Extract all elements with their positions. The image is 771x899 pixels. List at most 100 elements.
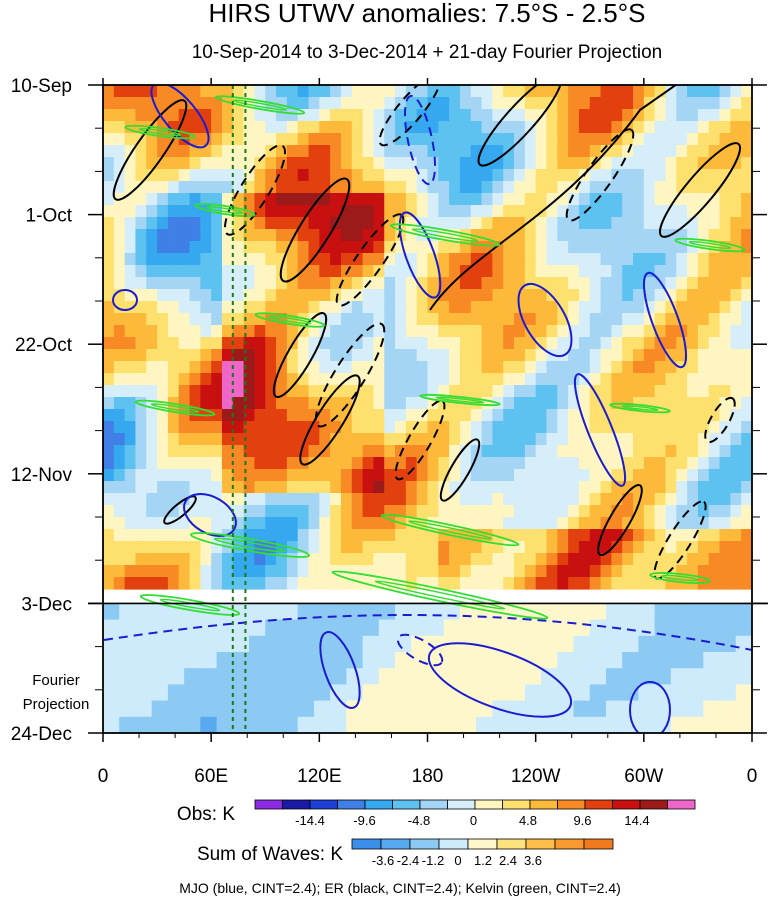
heatmap-cell bbox=[178, 277, 191, 290]
heatmap-cell bbox=[578, 289, 591, 302]
heatmap-cell bbox=[135, 445, 147, 458]
heatmap-cell bbox=[103, 505, 115, 518]
er-contour bbox=[597, 484, 643, 556]
heatmap-cell bbox=[449, 457, 461, 470]
heatmap-cell bbox=[113, 373, 126, 386]
heatmap-cell bbox=[427, 361, 439, 374]
heatmap-cell bbox=[654, 409, 667, 422]
heatmap-cell bbox=[189, 541, 201, 554]
heatmap-cell bbox=[676, 505, 688, 518]
heatmap-cell bbox=[611, 193, 623, 206]
heatmap-cell bbox=[330, 265, 342, 278]
projection-cell bbox=[605, 700, 623, 718]
heatmap-cell bbox=[362, 217, 375, 230]
heatmap-cell bbox=[124, 517, 137, 530]
heatmap-cell bbox=[243, 301, 256, 314]
heatmap-cell bbox=[589, 301, 602, 314]
heatmap-cell bbox=[135, 421, 147, 434]
projection-cell bbox=[541, 684, 558, 702]
heatmap-cell bbox=[633, 97, 645, 110]
heatmap-cell bbox=[492, 109, 504, 122]
heatmap-cell bbox=[113, 577, 126, 590]
projection-cell bbox=[573, 684, 591, 702]
heatmap-cell bbox=[481, 193, 493, 206]
heatmap-cell bbox=[568, 253, 580, 266]
heatmap-cell bbox=[146, 397, 158, 410]
heatmap-cell bbox=[189, 517, 201, 530]
heatmap-cell bbox=[276, 121, 288, 134]
heatmap-cell bbox=[719, 193, 731, 206]
heatmap-cell bbox=[719, 553, 731, 566]
projection-cell bbox=[427, 668, 445, 685]
heatmap-cell bbox=[351, 121, 364, 134]
heatmap-cell bbox=[427, 385, 439, 398]
heatmap-cell bbox=[384, 445, 396, 458]
heatmap-cell bbox=[589, 229, 602, 242]
heatmap-cell bbox=[297, 241, 310, 254]
heatmap-cell bbox=[103, 409, 115, 422]
projection-cell bbox=[443, 716, 461, 733]
heatmap-cell bbox=[384, 349, 396, 362]
projection-cell bbox=[135, 635, 153, 653]
heatmap-cell bbox=[146, 541, 158, 554]
colorbar-swatch bbox=[419, 799, 448, 810]
heatmap-cell bbox=[265, 505, 277, 518]
heatmap-cell bbox=[384, 97, 396, 110]
heatmap-cell bbox=[438, 529, 450, 542]
heatmap-cell bbox=[124, 265, 137, 278]
heatmap-cell bbox=[492, 517, 504, 530]
heatmap-cell bbox=[697, 109, 710, 122]
heatmap-cell bbox=[395, 385, 407, 398]
heatmap-cell bbox=[351, 301, 364, 314]
heatmap-cell bbox=[524, 397, 537, 410]
heatmap-cell bbox=[654, 421, 667, 434]
heatmap-cell bbox=[276, 421, 288, 434]
heatmap-cell bbox=[167, 265, 180, 278]
heatmap-cell bbox=[103, 265, 115, 278]
heatmap-cell bbox=[146, 313, 158, 326]
heatmap-cell bbox=[351, 169, 364, 182]
heatmap-cell bbox=[589, 133, 602, 146]
heatmap-cell bbox=[221, 469, 234, 482]
heatmap-cell bbox=[492, 169, 504, 182]
heatmap-cell bbox=[633, 541, 645, 554]
heatmap-cell bbox=[622, 289, 634, 302]
heatmap-cell bbox=[633, 433, 645, 446]
heatmap-cell bbox=[492, 433, 504, 446]
heatmap-cell bbox=[232, 229, 245, 242]
heatmap-cell bbox=[286, 301, 299, 314]
heatmap-cell bbox=[146, 133, 158, 146]
heatmap-cell bbox=[340, 85, 353, 98]
heatmap-cell bbox=[503, 361, 515, 374]
heatmap-cell bbox=[373, 433, 385, 446]
heatmap-cell bbox=[741, 553, 752, 566]
heatmap-cell bbox=[276, 397, 288, 410]
heatmap-cell bbox=[189, 301, 201, 314]
heatmap-cell bbox=[578, 145, 591, 158]
heatmap-cell bbox=[643, 289, 656, 302]
heatmap-cell bbox=[146, 505, 158, 518]
heatmap-cell bbox=[438, 445, 450, 458]
heatmap-cell bbox=[665, 397, 677, 410]
heatmap-cell bbox=[546, 529, 558, 542]
heatmap-cell bbox=[330, 541, 342, 554]
heatmap-cell bbox=[113, 109, 126, 122]
heatmap-cell bbox=[405, 541, 418, 554]
heatmap-cell bbox=[405, 289, 418, 302]
heatmap-cell bbox=[665, 445, 677, 458]
heatmap-cell bbox=[243, 481, 256, 494]
heatmap-cell bbox=[395, 565, 407, 578]
heatmap-cell bbox=[351, 397, 364, 410]
heatmap-cell bbox=[427, 205, 439, 218]
heatmap-cell bbox=[492, 193, 504, 206]
projection-cell bbox=[589, 652, 607, 669]
heatmap-cell bbox=[600, 385, 612, 398]
projection-cell bbox=[395, 619, 412, 637]
heatmap-cell bbox=[189, 313, 201, 326]
heatmap-cell bbox=[416, 481, 429, 494]
heatmap-cell bbox=[654, 181, 667, 194]
heatmap-cell bbox=[405, 529, 418, 542]
heatmap-cell bbox=[535, 133, 548, 146]
heatmap-cell bbox=[470, 553, 483, 566]
heatmap-cell bbox=[492, 577, 504, 590]
